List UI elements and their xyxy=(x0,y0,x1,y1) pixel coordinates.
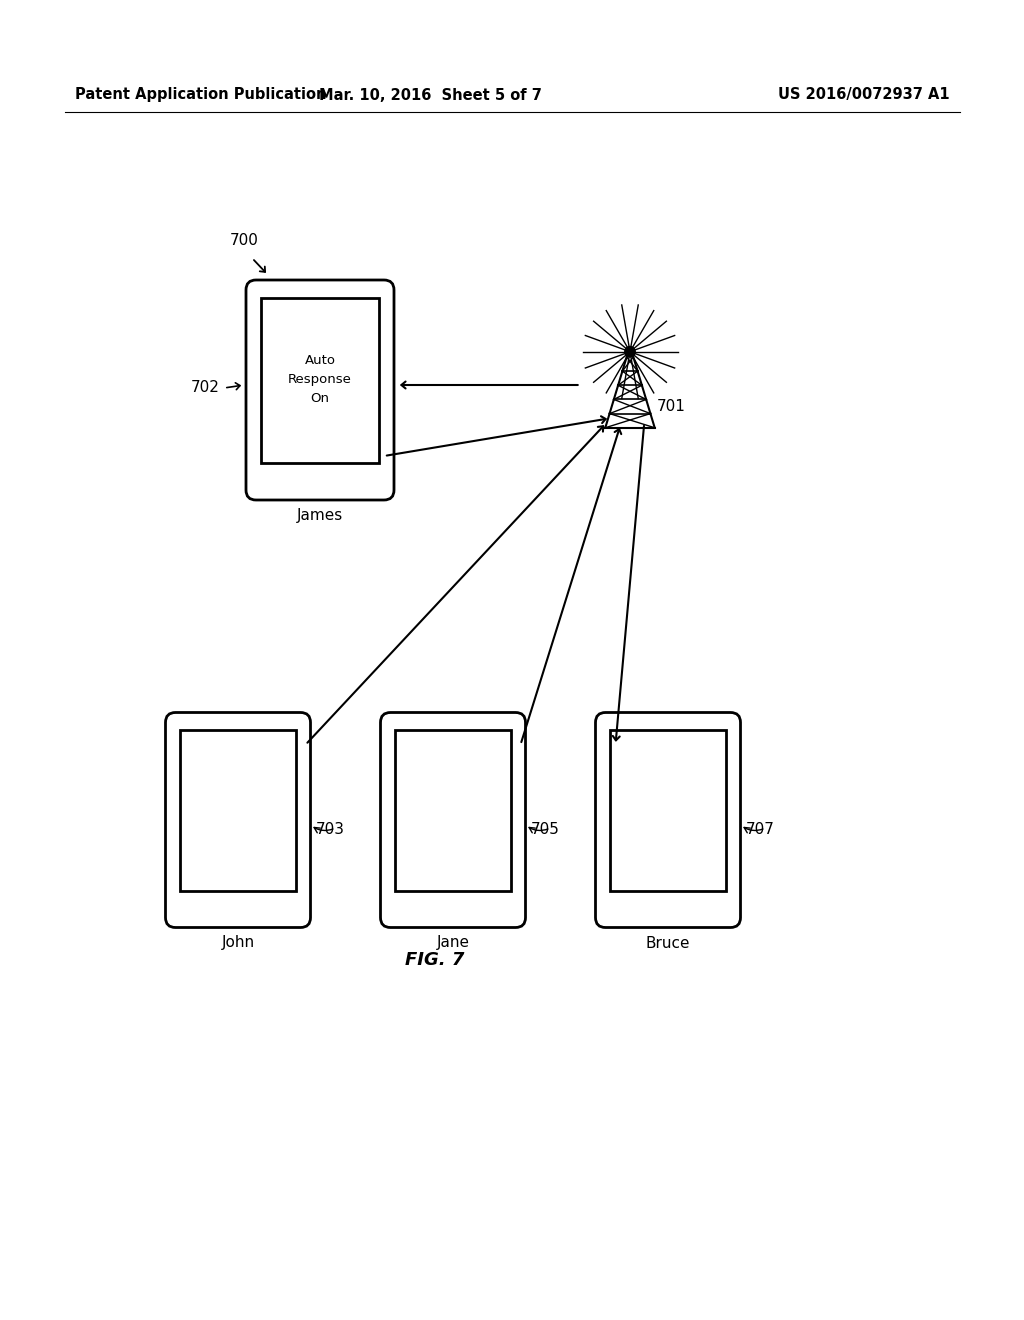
Bar xyxy=(610,730,726,891)
FancyBboxPatch shape xyxy=(381,713,525,928)
Bar xyxy=(261,297,379,462)
Text: US 2016/0072937 A1: US 2016/0072937 A1 xyxy=(778,87,950,103)
FancyBboxPatch shape xyxy=(166,713,310,928)
Text: 703: 703 xyxy=(315,822,344,837)
Text: 701: 701 xyxy=(656,399,685,414)
Text: Jane: Jane xyxy=(436,936,469,950)
Text: Bruce: Bruce xyxy=(646,936,690,950)
Text: FIG. 7: FIG. 7 xyxy=(406,950,465,969)
Text: 707: 707 xyxy=(745,822,774,837)
Text: 702: 702 xyxy=(191,380,220,396)
Text: 700: 700 xyxy=(230,234,259,248)
Text: Patent Application Publication: Patent Application Publication xyxy=(75,87,327,103)
Text: Mar. 10, 2016  Sheet 5 of 7: Mar. 10, 2016 Sheet 5 of 7 xyxy=(318,87,542,103)
Text: 705: 705 xyxy=(530,822,559,837)
Text: Auto
Response
On: Auto Response On xyxy=(288,354,352,404)
FancyBboxPatch shape xyxy=(596,713,740,928)
Text: James: James xyxy=(297,508,343,523)
Bar xyxy=(395,730,511,891)
Circle shape xyxy=(625,347,635,356)
Text: John: John xyxy=(221,936,255,950)
FancyBboxPatch shape xyxy=(246,280,394,500)
Bar xyxy=(180,730,296,891)
